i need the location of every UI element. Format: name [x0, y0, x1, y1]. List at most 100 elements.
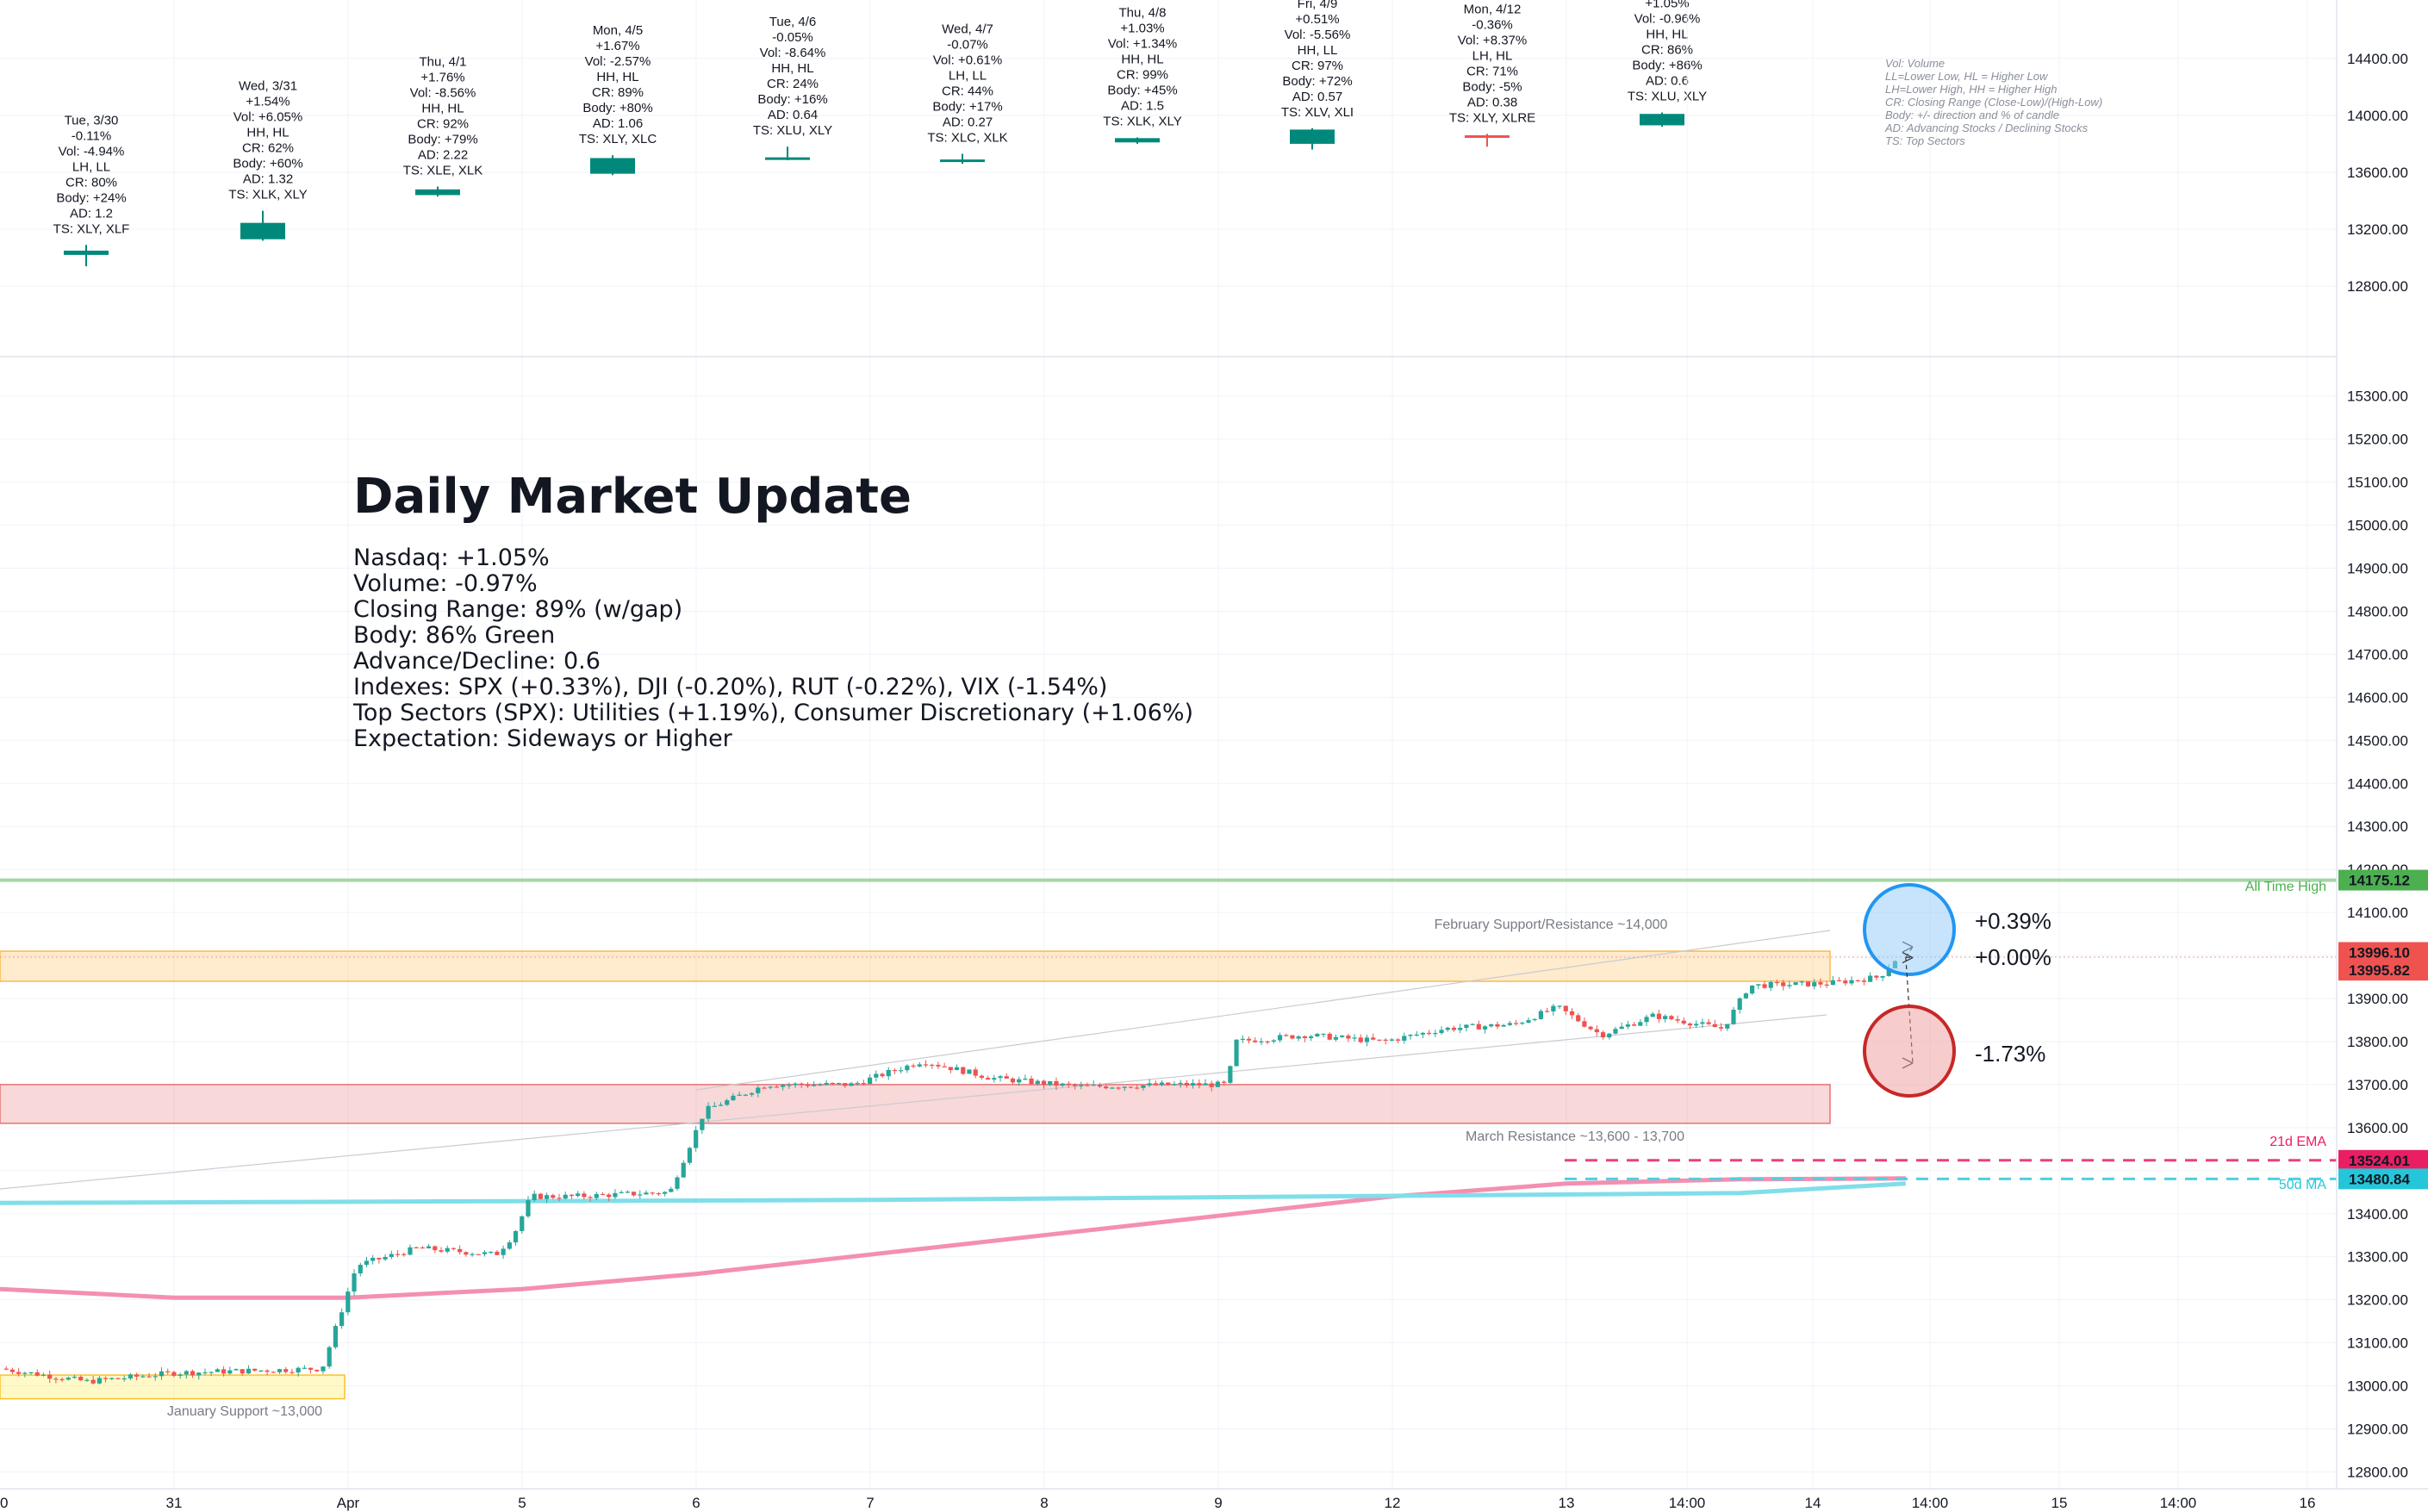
intraday-candle-body: [1029, 1078, 1034, 1085]
daily-stat-label: CR: 97%: [1292, 59, 1343, 73]
daily-stat-label: TS: XLU, XLY: [1628, 90, 1707, 104]
intraday-candle-body: [1650, 1013, 1655, 1017]
trend-line: [695, 930, 1831, 1091]
intraday-candles: [3, 960, 1898, 1384]
legend-line: TS: Top Sectors: [1885, 134, 1965, 147]
legend-line: AD: Advancing Stocks / Declining Stocks: [1885, 121, 2089, 134]
intraday-candle-body: [1253, 1040, 1258, 1042]
intraday-candle-body: [1004, 1076, 1009, 1079]
intraday-candle-body: [1470, 1024, 1475, 1025]
scenario-group: +0.00%: [1902, 944, 2051, 970]
time-axis: 0 31 Apr 5 6 7 8 9 12 13 14:00 14 14:00 15 14:00 16: [0, 1488, 2428, 1512]
intraday-candle-body: [1203, 1083, 1208, 1086]
legend-line: Vol: Volume: [1885, 57, 1946, 70]
price-tick-label: 13400.00: [2347, 1206, 2408, 1223]
intraday-candle-body: [1228, 1066, 1233, 1083]
daily-stat-label: TS: XLK, XLY: [228, 188, 307, 202]
daily-stat-label: TS: XLC, XLK: [927, 131, 1007, 146]
intraday-candle-body: [1594, 1029, 1599, 1033]
intraday-candle-body: [762, 1087, 767, 1089]
intraday-candle-body: [1383, 1039, 1388, 1041]
daily-stat-label: CR: 71%: [1466, 64, 1518, 78]
intraday-candle-body: [675, 1177, 680, 1189]
intraday-candle-body: [700, 1118, 705, 1130]
daily-stat-label: TS: XLY, XLC: [579, 132, 657, 146]
intraday-candle-body: [352, 1273, 357, 1292]
daily-stat-label: AD: 1.5: [1121, 99, 1164, 114]
daily-stat-label: TS: XLY, XLF: [53, 221, 130, 236]
price-tick-label: 15200.00: [2347, 432, 2408, 448]
price-tick-label: 14000.00: [2347, 108, 2408, 124]
intraday-candle-body: [1706, 1022, 1711, 1024]
price-tag-label: 13996.10: [2349, 945, 2410, 961]
daily-stat-label: Body: -5%: [1462, 79, 1522, 94]
intraday-candle-body: [395, 1254, 401, 1255]
intraday-candle-body: [892, 1069, 898, 1072]
price-tick-label: 13900.00: [2347, 991, 2408, 1007]
intraday-candle-body: [513, 1230, 519, 1243]
intraday-candle-body: [215, 1369, 220, 1372]
daily-stat-label: CR: 80%: [65, 175, 117, 190]
intraday-candle-body: [849, 1083, 854, 1086]
intraday-candle-body: [1445, 1027, 1450, 1030]
intraday-candle-body: [967, 1069, 972, 1074]
intraday-candle-body: [917, 1064, 922, 1067]
intraday-candle-body: [874, 1073, 879, 1078]
daily-stat-label: Body: +16%: [757, 92, 827, 107]
intraday-candle-body: [650, 1192, 655, 1194]
intraday-candle-body: [1072, 1084, 1078, 1086]
intraday-candle-body: [954, 1067, 960, 1071]
price-tick-label: 15100.00: [2347, 475, 2408, 491]
intraday-candle-body: [501, 1248, 506, 1255]
intraday-candle-body: [1091, 1085, 1096, 1086]
intraday-candle-body: [731, 1095, 736, 1101]
intraday-candle-body: [799, 1083, 804, 1086]
daily-stat-label: Fri, 4/9: [1298, 0, 1338, 11]
intraday-candle-body: [1277, 1035, 1283, 1041]
time-tick-label: 12: [1385, 1495, 1401, 1511]
intraday-candle-body: [47, 1374, 53, 1379]
intraday-candle-body: [1427, 1032, 1432, 1035]
intraday-candle-body: [72, 1377, 78, 1378]
intraday-candle-body: [34, 1372, 40, 1376]
price-tick-label: 13200.00: [2347, 221, 2408, 238]
intraday-candle-body: [1066, 1083, 1071, 1085]
daily-stat-label: -0.07%: [947, 38, 988, 53]
daily-stat-label: TS: XLY, XLRE: [1449, 110, 1535, 125]
price-tag-label: 14175.12: [2349, 873, 2410, 889]
daily-stat-label: Body: +79%: [408, 133, 477, 147]
intraday-candle-body: [532, 1193, 537, 1201]
daily-stat-label: Vol: -8.56%: [410, 86, 476, 101]
intraday-candle-body: [1849, 980, 1854, 984]
intraday-candle-body: [774, 1086, 780, 1088]
intraday-candle-body: [495, 1251, 500, 1255]
daily-stat-label: HH, HL: [1121, 53, 1163, 67]
daily-stat-label: +1.67%: [595, 39, 639, 53]
daily-stat-label: +1.76%: [420, 71, 464, 85]
daily-stat-label: Vol: +1.34%: [1108, 37, 1177, 52]
intraday-candle-body: [563, 1194, 568, 1199]
intraday-candle-body: [1700, 1022, 1705, 1024]
intraday-candle-body: [1284, 1035, 1289, 1036]
daily-stat-label: Body: +80%: [582, 101, 652, 115]
intraday-candle-body: [22, 1372, 28, 1374]
daily-stat-label: CR: 89%: [592, 85, 644, 100]
intraday-candle-body: [979, 1075, 985, 1079]
time-tick-label: 13: [1559, 1495, 1575, 1511]
daily-stat-label: Vol: +0.61%: [933, 53, 1002, 68]
market-summary: Daily Market Update Nasdaq: +1.05% Volum…: [353, 471, 1301, 752]
intraday-candle-body: [1371, 1037, 1376, 1040]
intraday-candle-body: [1346, 1036, 1351, 1039]
daily-stat-label: Body: +86%: [1632, 59, 1702, 73]
intraday-candle-body: [1327, 1033, 1332, 1040]
intraday-candle-body: [576, 1193, 581, 1197]
price-tag: 13524.01: [2338, 1149, 2428, 1171]
intraday-candle-body: [1184, 1082, 1189, 1086]
intraday-candle-body: [1215, 1081, 1221, 1087]
legend-line: Body: +/- direction and % of candle: [1885, 109, 2059, 121]
intraday-candle-body: [998, 1076, 1003, 1079]
intraday-candle-body: [1035, 1080, 1040, 1085]
summary-top-sectors: Top Sectors (SPX): Utilities (+1.19%), C…: [353, 699, 1194, 726]
